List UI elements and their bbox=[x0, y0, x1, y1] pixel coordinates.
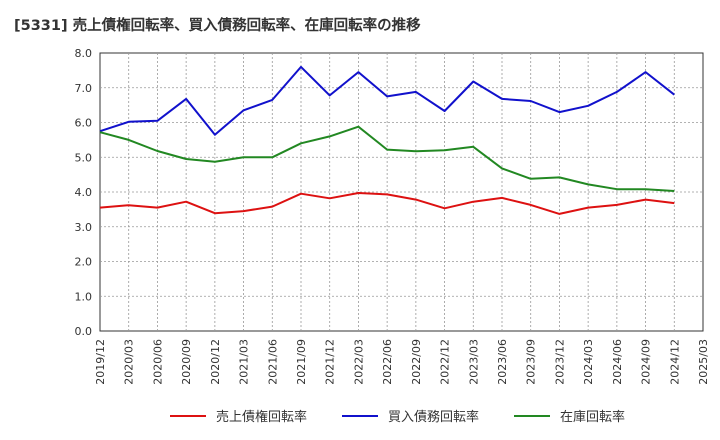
x-tick-label: 2022/12 bbox=[439, 339, 452, 385]
x-tick-label: 2025/03 bbox=[697, 339, 710, 385]
y-tick-label: 7.0 bbox=[75, 82, 93, 95]
legend-label-inventory: 在庫回転率 bbox=[560, 410, 626, 425]
x-tick-label: 2021/12 bbox=[324, 339, 337, 385]
legend-swatch-receivables bbox=[170, 414, 206, 417]
legend-label-receivables: 売上債権回転率 bbox=[216, 410, 308, 425]
x-tick-label: 2019/12 bbox=[94, 339, 107, 385]
y-tick-label: 4.0 bbox=[75, 186, 93, 199]
x-tick-label: 2021/09 bbox=[295, 339, 308, 385]
y-tick-label: 0.0 bbox=[75, 325, 93, 338]
x-tick-label: 2021/06 bbox=[266, 339, 279, 385]
legend-item-receivables: 売上債権回転率 bbox=[170, 406, 307, 425]
series-lines bbox=[99, 65, 675, 215]
x-tick-label: 2024/12 bbox=[668, 339, 681, 385]
x-tick-label: 2023/12 bbox=[553, 339, 566, 385]
grid-lines bbox=[100, 53, 703, 331]
y-axis-ticks: 0.0 1.0 2.0 3.0 4.0 5.0 6.0 7.0 8.0 bbox=[75, 47, 93, 338]
x-tick-label: 2022/06 bbox=[381, 339, 394, 385]
x-tick-label: 2024/09 bbox=[640, 339, 653, 385]
legend: 売上債権回転率 買入債務回転率 在庫回転率 bbox=[0, 406, 720, 426]
x-tick-label: 2020/06 bbox=[151, 339, 164, 385]
series-line-2 bbox=[99, 125, 675, 192]
x-tick-label: 2022/03 bbox=[352, 339, 365, 385]
x-tick-label: 2022/09 bbox=[410, 339, 423, 385]
x-tick-label: 2024/03 bbox=[582, 339, 595, 385]
x-tick-label: 2020/09 bbox=[180, 339, 193, 385]
series-line-1 bbox=[99, 65, 675, 136]
y-tick-label: 6.0 bbox=[75, 117, 93, 130]
x-axis-ticks: 2019/12 2020/03 2020/06 2020/09 2020/12 2021/… bbox=[94, 339, 710, 385]
x-tick-label: 2020/03 bbox=[123, 339, 136, 385]
x-tick-label: 2021/03 bbox=[238, 339, 251, 385]
x-tick-label: 2023/06 bbox=[496, 339, 509, 385]
x-tick-label: 2023/03 bbox=[467, 339, 480, 385]
y-tick-label: 5.0 bbox=[75, 151, 93, 164]
legend-label-payables: 買入債務回転率 bbox=[388, 410, 480, 425]
legend-swatch-payables bbox=[342, 414, 378, 417]
legend-item-payables: 買入債務回転率 bbox=[342, 406, 479, 425]
legend-item-inventory: 在庫回転率 bbox=[514, 406, 625, 425]
y-tick-label: 3.0 bbox=[75, 221, 93, 234]
y-tick-label: 8.0 bbox=[75, 47, 93, 60]
x-tick-label: 2023/09 bbox=[525, 339, 538, 385]
series-line-0 bbox=[99, 192, 675, 215]
x-tick-label: 2024/06 bbox=[611, 339, 624, 385]
x-tick-label: 2020/12 bbox=[209, 339, 222, 385]
legend-swatch-inventory bbox=[514, 414, 550, 417]
y-tick-label: 2.0 bbox=[75, 256, 93, 269]
y-tick-label: 1.0 bbox=[75, 290, 93, 303]
chart-title: [5331] 売上債権回転率、買入債務回転率、在庫回転率の推移 bbox=[14, 18, 421, 34]
